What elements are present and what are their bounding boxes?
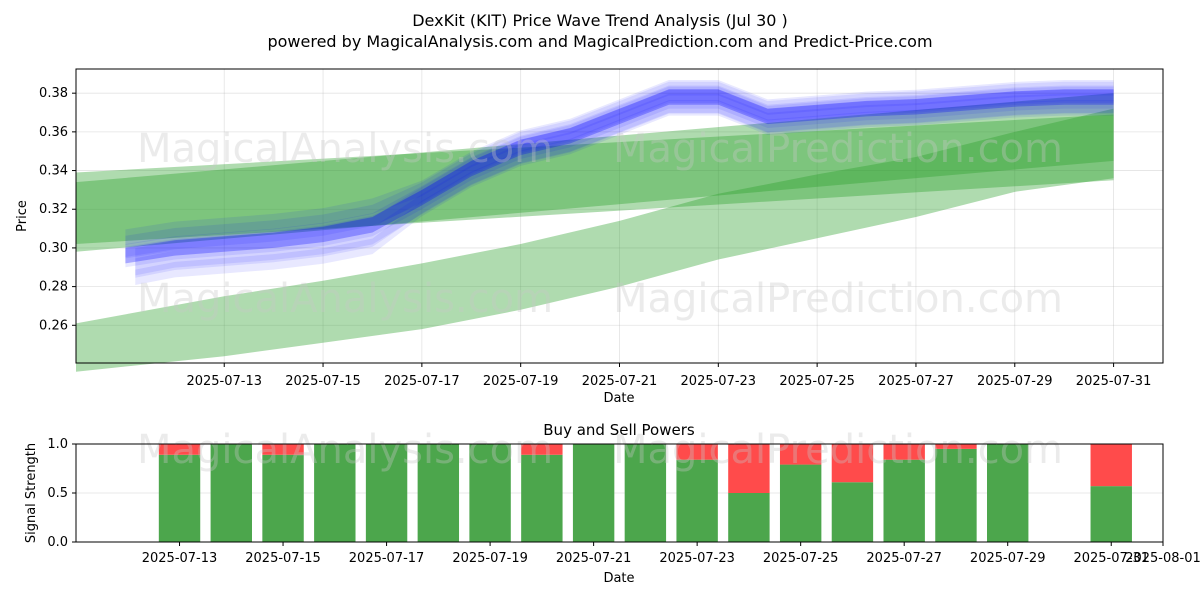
watermark-mid-right: MagicalPrediction.com	[613, 276, 1063, 322]
signal-xtick-label: 2025-07-21	[556, 551, 632, 566]
prediction-band	[76, 114, 1114, 252]
buy-power-bar	[987, 444, 1029, 542]
sell-power-bar	[262, 444, 304, 455]
price-ytick-label: 0.30	[39, 241, 68, 256]
price-xtick-label: 2025-07-15	[285, 374, 361, 389]
price-xtick-label: 2025-07-17	[384, 374, 460, 389]
actual-price-band	[135, 86, 1114, 276]
buy-power-bar	[779, 464, 822, 542]
watermark-top-left: MagicalAnalysis.com	[137, 126, 553, 172]
actual-price-band	[135, 93, 1114, 278]
signal-xtick-label: 2025-07-31	[1073, 551, 1149, 566]
price-ytick-label: 0.38	[39, 86, 68, 101]
signal-ytick-label: 0.0	[47, 535, 68, 550]
price-chart-ylabel: Price	[15, 200, 30, 232]
buy-power-bar	[935, 448, 977, 542]
actual-price-band	[125, 80, 1114, 245]
signal-xtick-label: 2025-07-13	[142, 551, 218, 566]
buy-power-bar	[262, 454, 304, 542]
watermark-bottom-left: MagicalAnalysis.com	[137, 427, 553, 473]
buy-power-bar	[469, 444, 511, 542]
sell-power-bar	[158, 444, 201, 455]
signal-chart-title: Buy and Sell Powers	[543, 421, 695, 439]
chart-subtitle: powered by MagicalAnalysis.com and Magic…	[267, 32, 932, 51]
signal-chart-axes: 2025-07-13 2025-07-15 2025-07-17 2025-07-19…	[47, 437, 1200, 566]
buy-power-bar	[158, 454, 201, 542]
signal-ytick-label: 1.0	[47, 437, 68, 452]
prediction-band	[76, 93, 1114, 245]
price-xtick-label: 2025-07-23	[681, 374, 757, 389]
price-xtick-label: 2025-07-27	[878, 374, 954, 389]
price-xtick-label: 2025-07-21	[582, 374, 658, 389]
price-chart-series	[76, 80, 1114, 372]
sell-power-bar	[521, 444, 563, 455]
sell-power-bar	[831, 444, 874, 483]
buy-power-bar	[676, 459, 718, 542]
sell-power-bar	[728, 444, 770, 493]
price-ytick-label: 0.32	[39, 202, 68, 217]
prediction-band	[76, 108, 1114, 372]
actual-price-band	[125, 89, 1114, 259]
buy-power-bar	[883, 459, 925, 542]
price-chart-grid	[76, 69, 1163, 363]
price-ytick-label: 0.28	[39, 280, 68, 295]
price-ytick-label: 0.36	[39, 125, 68, 140]
price-xtick-label: 2025-07-19	[483, 374, 559, 389]
chart-title: DexKit (KIT) Price Wave Trend Analysis (…	[412, 11, 788, 30]
signal-xtick-label: 2025-07-29	[970, 551, 1046, 566]
price-xtick-label: 2025-07-31	[1076, 374, 1152, 389]
buy-power-bar	[210, 444, 252, 542]
signal-chart-ylabel: Signal Strength	[24, 443, 39, 543]
watermark-bottom-right: MagicalPrediction.com	[613, 427, 1063, 473]
signal-xtick-label: 2025-07-25	[763, 551, 839, 566]
watermark-mid-left: MagicalAnalysis.com	[137, 276, 553, 322]
signal-xtick-label: 2025-07-15	[245, 551, 321, 566]
signal-chart-bars	[158, 444, 1132, 542]
price-xtick-label: 2025-07-25	[779, 374, 855, 389]
actual-price-band	[125, 85, 1114, 268]
signal-chart-xlabel: Date	[603, 571, 634, 586]
price-chart-axes: 2025-07-13 2025-07-15 2025-07-17 2025-07-19…	[39, 86, 1151, 389]
buy-power-bar	[365, 444, 408, 542]
buy-power-bar	[521, 454, 563, 542]
buy-power-bar	[1090, 486, 1132, 542]
watermark-top-right: MagicalPrediction.com	[613, 126, 1063, 172]
signal-ytick-label: 0.5	[47, 486, 68, 501]
signal-xtick-label: 2025-07-17	[349, 551, 425, 566]
signal-xtick-label: 2025-07-27	[866, 551, 942, 566]
signal-xtick-label: 2025-07-19	[452, 551, 528, 566]
actual-price-core	[125, 89, 1114, 264]
sell-power-bar	[1090, 444, 1132, 487]
buy-power-bar	[314, 444, 356, 542]
buy-power-bar	[728, 493, 770, 542]
price-xtick-label: 2025-07-13	[186, 374, 262, 389]
buy-power-bar	[572, 444, 615, 542]
sell-power-bar	[883, 444, 925, 460]
buy-power-bar	[831, 482, 874, 542]
sell-power-bar	[676, 444, 718, 460]
actual-price-band	[135, 100, 1114, 286]
price-xtick-label: 2025-07-29	[977, 374, 1053, 389]
buy-power-bar	[417, 444, 460, 542]
price-ytick-label: 0.34	[39, 164, 68, 179]
sell-power-bar	[935, 444, 977, 449]
price-ytick-label: 0.26	[39, 318, 68, 333]
signal-xtick-label: 2025-08-01	[1125, 551, 1200, 566]
price-chart-xlabel: Date	[603, 391, 634, 406]
buy-power-bar	[624, 444, 667, 542]
sell-power-bar	[779, 444, 822, 465]
actual-price-band	[125, 81, 1114, 258]
signal-xtick-label: 2025-07-23	[659, 551, 735, 566]
